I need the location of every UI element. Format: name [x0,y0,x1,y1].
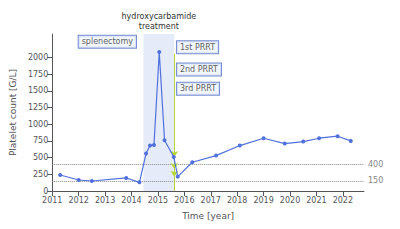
svg-text:750: 750 [33,136,48,145]
svg-text:1st PRRT: 1st PRRT [180,43,215,52]
svg-text:150: 150 [368,176,383,185]
svg-text:2013: 2013 [95,196,115,205]
svg-text:hydroxycarbamide: hydroxycarbamide [122,12,197,21]
svg-text:2017: 2017 [201,196,221,205]
svg-text:treatment: treatment [139,22,179,31]
svg-text:2020: 2020 [280,196,300,205]
svg-text:2nd PRRT: 2nd PRRT [180,65,218,74]
svg-text:2018: 2018 [227,196,247,205]
svg-text:Platelet count [G/L]: Platelet count [G/L] [8,69,18,156]
svg-text:2012: 2012 [68,196,88,205]
svg-text:2022: 2022 [333,196,353,205]
svg-text:2011: 2011 [42,196,62,205]
svg-text:500: 500 [33,153,48,162]
svg-text:2021: 2021 [306,196,326,205]
svg-text:1250: 1250 [28,103,48,112]
svg-text:2014: 2014 [121,196,141,205]
svg-text:1750: 1750 [28,70,48,79]
svg-text:400: 400 [368,160,383,169]
svg-text:1500: 1500 [28,86,48,95]
svg-text:2016: 2016 [174,196,194,205]
svg-text:1000: 1000 [28,120,48,129]
svg-text:2000: 2000 [28,53,48,62]
svg-text:0: 0 [43,187,48,196]
svg-text:splenectomy: splenectomy [82,37,134,46]
svg-text:2015: 2015 [148,196,168,205]
svg-text:3rd PRRT: 3rd PRRT [180,84,216,93]
svg-text:250: 250 [33,170,48,179]
svg-text:2019: 2019 [253,196,273,205]
svg-text:Time [year]: Time [year] [181,211,234,221]
